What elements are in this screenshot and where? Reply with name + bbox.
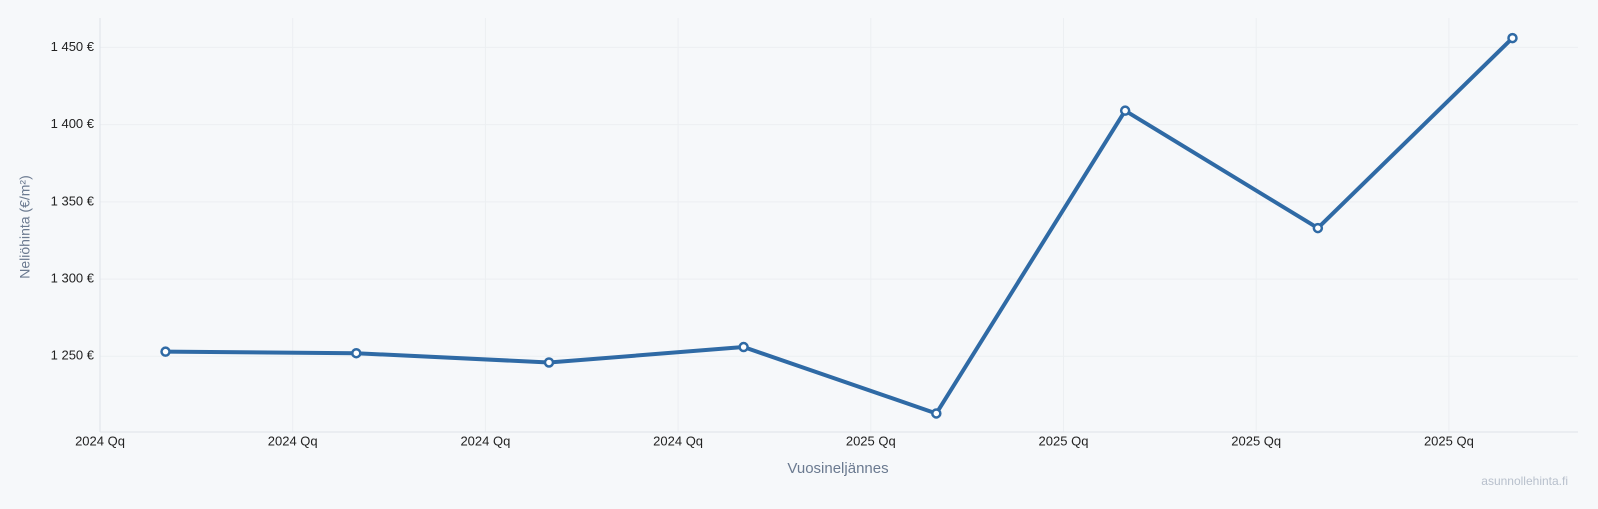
x-tick-label: 2025 Qq bbox=[846, 433, 896, 448]
y-tick-label: 1 450 € bbox=[51, 39, 95, 54]
point bbox=[1119, 105, 1131, 116]
point bbox=[543, 357, 555, 368]
y-tick-label: 1 300 € bbox=[51, 271, 95, 286]
y-axis-label: Neliöhinta (€/m²) bbox=[17, 175, 33, 278]
x-tick-label: 2024 Qq bbox=[653, 433, 703, 448]
line bbox=[165, 36, 1514, 416]
watermark: asunnollehinta.fi bbox=[1481, 474, 1568, 488]
x-tick-label: 2024 Qq bbox=[75, 433, 125, 448]
point bbox=[931, 408, 942, 419]
y-tick-label: 1 400 € bbox=[51, 116, 95, 131]
point bbox=[351, 347, 362, 359]
point bbox=[1312, 222, 1324, 234]
x-tick-label: 2024 Qq bbox=[460, 433, 510, 448]
x-tick-label: 2025 Qq bbox=[1231, 433, 1281, 448]
y-tick-label: 1 350 € bbox=[51, 193, 95, 208]
x-tick-label: 2024 Qq bbox=[268, 433, 318, 448]
x-tick-label: 2025 Qq bbox=[1424, 433, 1474, 448]
point bbox=[738, 341, 749, 353]
point bbox=[1507, 32, 1518, 44]
x-axis-label: Vuosineljännes bbox=[787, 460, 888, 477]
point bbox=[160, 346, 171, 357]
y-tick-label: 1 250 € bbox=[51, 348, 95, 363]
x-tick-label: 2025 Qq bbox=[1039, 433, 1089, 448]
